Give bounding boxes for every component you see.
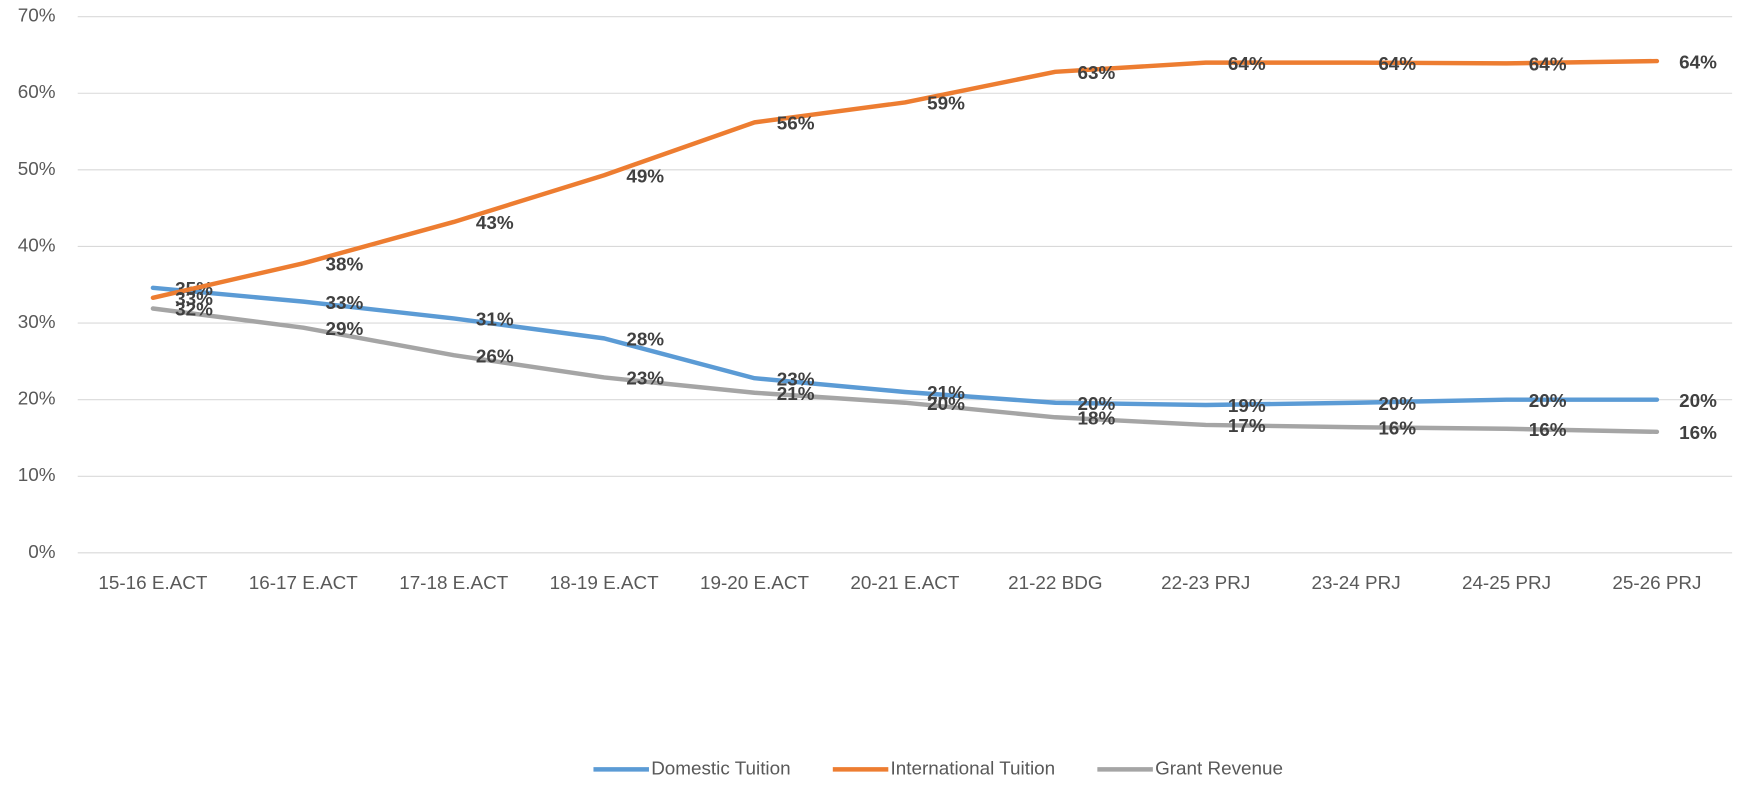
y-tick-label: 30% [18, 311, 56, 332]
data-label: 29% [326, 318, 364, 339]
y-tick-label: 40% [18, 234, 56, 255]
x-tick-label: 20-21 E.ACT [850, 572, 960, 593]
x-tick-label: 17-18 E.ACT [399, 572, 509, 593]
series-line [150, 58, 1660, 301]
data-label: 38% [326, 254, 364, 275]
data-label: 21% [777, 383, 815, 404]
data-label: 20% [1078, 393, 1116, 414]
series-line [150, 285, 1660, 408]
data-label: 17% [1228, 415, 1266, 436]
data-label: 21% [927, 382, 965, 403]
y-tick-label: 50% [18, 158, 56, 179]
data-label: 31% [476, 309, 514, 330]
data-label: 64% [1679, 51, 1717, 72]
data-label: 56% [777, 113, 815, 134]
x-tick-label: 18-19 E.ACT [550, 572, 660, 593]
data-label: 16% [1378, 417, 1416, 438]
data-label: 64% [1529, 54, 1567, 75]
data-label: 19% [1228, 395, 1266, 416]
x-tick-label: 24-25 PRJ [1462, 572, 1551, 593]
data-label: 20% [1378, 393, 1416, 414]
legend-label: Domestic Tuition [651, 757, 790, 778]
legend-label: Grant Revenue [1155, 757, 1283, 778]
data-label: 23% [777, 368, 815, 389]
x-tick-label: 23-24 PRJ [1312, 572, 1401, 593]
x-tick-label: 19-20 E.ACT [700, 572, 810, 593]
y-tick-label: 0% [28, 541, 55, 562]
x-tick-label: 25-26 PRJ [1612, 572, 1701, 593]
x-tick-label: 22-23 PRJ [1161, 572, 1250, 593]
data-label: 64% [1228, 53, 1266, 74]
y-tick-label: 10% [18, 464, 56, 485]
data-label: 18% [1078, 407, 1116, 428]
y-tick-label: 70% [18, 5, 56, 26]
data-label: 43% [476, 212, 514, 233]
x-tick-label: 15-16 E.ACT [98, 572, 208, 593]
x-tick-label: 16-17 E.ACT [249, 572, 359, 593]
data-label: 28% [626, 329, 664, 350]
data-label: 20% [1529, 390, 1567, 411]
series-line [150, 306, 1660, 435]
legend-label: International Tuition [891, 757, 1056, 778]
data-label: 16% [1529, 419, 1567, 440]
data-label: 32% [175, 299, 213, 320]
data-label: 64% [1378, 53, 1416, 74]
data-label: 16% [1679, 422, 1717, 443]
y-tick-label: 20% [18, 388, 56, 409]
y-tick-label: 60% [18, 81, 56, 102]
data-label: 63% [1078, 62, 1116, 83]
data-label: 49% [626, 165, 664, 186]
data-label: 23% [626, 368, 664, 389]
data-label: 26% [476, 345, 514, 366]
x-tick-label: 21-22 BDG [1008, 572, 1102, 593]
data-label: 20% [927, 393, 965, 414]
data-label: 33% [326, 292, 364, 313]
data-label: 20% [1679, 390, 1717, 411]
data-label: 59% [927, 93, 965, 114]
data-label: 33% [175, 288, 213, 309]
